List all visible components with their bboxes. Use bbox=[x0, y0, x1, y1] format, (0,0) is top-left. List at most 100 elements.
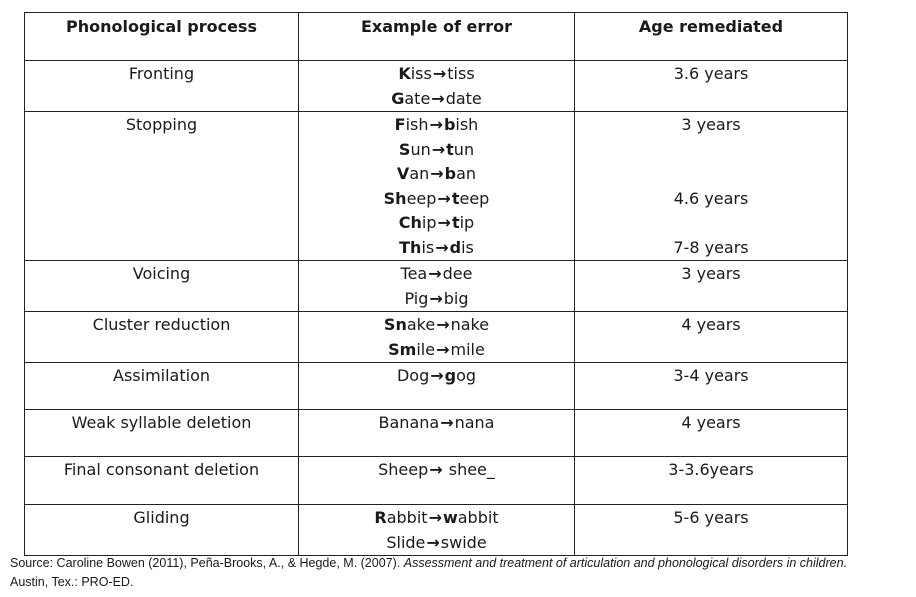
target-sound: G bbox=[391, 88, 405, 108]
word-part: sw bbox=[440, 532, 463, 552]
table-row: Stopping Fish→bish Sun→tun Van→ban Sheep→tee… bbox=[24, 111, 848, 261]
word-part: is bbox=[421, 237, 435, 257]
example-line: Sun→tun bbox=[299, 138, 574, 163]
age-cell: 3-4 years bbox=[574, 362, 848, 410]
example-line: Dog→gog bbox=[299, 364, 574, 389]
age-cell: 3 years bbox=[574, 260, 848, 312]
process-cell: Fronting bbox=[24, 60, 299, 112]
target-sound: g bbox=[444, 366, 457, 385]
word-part: ake bbox=[406, 315, 436, 334]
word-part: eep bbox=[406, 188, 437, 208]
arrow-icon: → bbox=[426, 532, 440, 552]
age-value bbox=[575, 162, 847, 187]
target-sound: Sn bbox=[383, 315, 407, 334]
example-cell: Sheep→ shee_ bbox=[298, 456, 575, 505]
example-line: Pig→big bbox=[299, 287, 574, 312]
word-part: nana bbox=[454, 413, 495, 432]
target-sound: Sh bbox=[383, 188, 407, 208]
word-part: eep bbox=[459, 188, 490, 208]
word-part: dee bbox=[442, 264, 473, 283]
word-part: shee_ bbox=[443, 460, 495, 479]
arrow-icon: → bbox=[428, 508, 442, 527]
process-cell: Gliding bbox=[24, 504, 299, 556]
table-row: Voicing Tea→dee Pig→big 3 years bbox=[24, 260, 848, 312]
word-part: tiss bbox=[447, 64, 475, 83]
arrow-icon: → bbox=[436, 339, 450, 359]
example-line: Rabbit→wabbit bbox=[299, 506, 574, 531]
word-part: ip bbox=[459, 213, 475, 232]
example-line: Kiss→tiss bbox=[299, 62, 574, 87]
word-part: Tea bbox=[400, 264, 428, 283]
target-sound: t bbox=[451, 213, 460, 232]
header-example: Example of error bbox=[298, 12, 575, 61]
target-sound: t bbox=[446, 139, 454, 159]
example-line: Slide→swide bbox=[299, 531, 574, 556]
target-sound: K bbox=[398, 64, 411, 83]
word-part: an bbox=[409, 164, 430, 183]
age-cell: 4 years bbox=[574, 409, 848, 457]
arrow-icon: → bbox=[432, 64, 447, 83]
word-part: ile bbox=[416, 339, 436, 359]
example-cell: Rabbit→wabbit Slide→swide bbox=[298, 504, 575, 556]
source-suffix: Austin, Tex.: PRO-ED. bbox=[10, 575, 134, 589]
word-part: Sheep bbox=[378, 460, 429, 479]
table-row: Weak syllable deletion Banana→nana 4 years bbox=[24, 409, 848, 457]
age-value: 4.6 years bbox=[673, 188, 749, 208]
example-line: Tea→dee bbox=[299, 262, 574, 287]
word-part: un bbox=[453, 139, 475, 159]
table-row: Fronting Kiss→tiss Gate→date 3.6 years bbox=[24, 60, 848, 112]
word-part: abbit bbox=[457, 508, 499, 527]
header-age: Age remediated bbox=[574, 12, 848, 61]
arrow-icon: → bbox=[429, 115, 443, 134]
process-cell: Assimilation bbox=[24, 362, 299, 410]
arrow-icon: → bbox=[437, 213, 451, 232]
word-part: ate bbox=[404, 88, 431, 108]
target-sound: R bbox=[374, 508, 387, 527]
example-line: Snake→nake bbox=[299, 313, 574, 338]
process-cell: Weak syllable deletion bbox=[24, 409, 299, 457]
example-line: Chip→tip bbox=[299, 211, 574, 236]
table-row: Cluster reduction Snake→nake Smile→mile 4 y… bbox=[24, 311, 848, 363]
age-cell: 3.6 years bbox=[574, 60, 848, 112]
table-row: Assimilation Dog→gog 3-4 years bbox=[24, 362, 848, 410]
arrow-icon: → bbox=[430, 366, 444, 385]
arrow-icon: → bbox=[429, 288, 443, 308]
word-part: og bbox=[456, 366, 477, 385]
target-sound: d bbox=[449, 237, 462, 257]
word-part: ish bbox=[405, 115, 429, 134]
age-value: 3 years bbox=[681, 115, 741, 134]
example-line: Fish→bish bbox=[299, 113, 574, 138]
example-line: Van→ban bbox=[299, 162, 574, 187]
word-part: ip bbox=[421, 213, 437, 232]
target-sound: Th bbox=[399, 237, 422, 257]
age-value bbox=[575, 138, 847, 163]
example-cell: Fish→bish Sun→tun Van→ban Sheep→teep Chip→ti… bbox=[298, 111, 575, 261]
example-cell: Snake→nake Smile→mile bbox=[298, 311, 575, 363]
age-cell: 4 years bbox=[574, 311, 848, 363]
word-part: an bbox=[456, 164, 477, 183]
example-line: Smile→mile bbox=[299, 338, 574, 363]
example-cell: Banana→nana bbox=[298, 409, 575, 457]
arrow-icon: → bbox=[429, 460, 443, 479]
target-sound: b bbox=[443, 115, 456, 134]
word-part: ide bbox=[462, 532, 487, 552]
source-citation: Source: Caroline Bowen (2011), Peña-Broo… bbox=[10, 554, 910, 592]
arrow-icon: → bbox=[431, 88, 445, 108]
word-part: date bbox=[445, 88, 482, 108]
age-value: 3-3.6years bbox=[668, 460, 754, 479]
word-part: Sl bbox=[386, 532, 401, 552]
word-part: Banana bbox=[378, 413, 440, 432]
age-value: 3-4 years bbox=[673, 366, 749, 385]
target-sound: b bbox=[444, 164, 457, 183]
age-value bbox=[575, 211, 847, 236]
example-line: Sheep→ shee_ bbox=[299, 458, 574, 483]
example-line: Gate→date bbox=[299, 87, 574, 112]
arrow-icon: → bbox=[436, 315, 450, 334]
process-cell: Stopping bbox=[24, 111, 299, 261]
process-cell: Final consonant deletion bbox=[24, 456, 299, 505]
word-part: ish bbox=[455, 115, 479, 134]
age-value: 3 years bbox=[681, 264, 741, 283]
word-part: iss bbox=[410, 64, 432, 83]
arrow-icon: → bbox=[430, 164, 444, 183]
age-value: 5-6 years bbox=[673, 508, 749, 527]
